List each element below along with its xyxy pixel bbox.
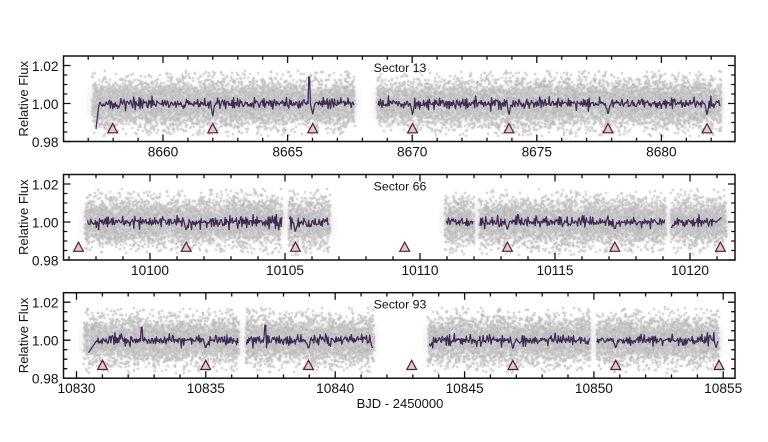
svg-text:10110: 10110	[401, 263, 438, 278]
svg-text:8675: 8675	[522, 144, 553, 159]
svg-text:10105: 10105	[266, 263, 304, 278]
svg-text:BJD - 2450000: BJD - 2450000	[357, 396, 444, 411]
svg-text:1.02: 1.02	[32, 178, 59, 193]
svg-text:1.02: 1.02	[32, 296, 59, 311]
svg-text:0.98: 0.98	[32, 372, 59, 387]
svg-text:10100: 10100	[131, 263, 169, 278]
svg-text:1.00: 1.00	[32, 334, 59, 349]
svg-text:8665: 8665	[272, 144, 303, 159]
svg-text:1.00: 1.00	[32, 97, 59, 112]
svg-text:10120: 10120	[671, 263, 709, 278]
svg-text:10840: 10840	[316, 381, 354, 396]
svg-text:Sector 13: Sector 13	[374, 61, 427, 75]
svg-text:Sector 66: Sector 66	[374, 180, 427, 194]
svg-text:10850: 10850	[575, 381, 613, 396]
svg-text:1.02: 1.02	[32, 59, 59, 74]
svg-text:10830: 10830	[57, 381, 95, 396]
svg-text:Sector 93: Sector 93	[374, 298, 427, 312]
svg-text:Relative Flux: Relative Flux	[16, 297, 31, 373]
svg-text:Relative Flux: Relative Flux	[16, 61, 31, 137]
svg-text:10835: 10835	[187, 381, 225, 396]
svg-text:10845: 10845	[446, 381, 484, 396]
svg-text:8660: 8660	[148, 144, 179, 159]
svg-text:1.00: 1.00	[32, 216, 59, 231]
svg-text:0.98: 0.98	[32, 254, 59, 269]
svg-text:8680: 8680	[646, 144, 677, 159]
svg-text:10115: 10115	[536, 263, 573, 278]
svg-text:0.98: 0.98	[32, 135, 59, 150]
svg-text:Relative Flux: Relative Flux	[16, 179, 31, 255]
svg-text:10855: 10855	[704, 381, 742, 396]
svg-text:8670: 8670	[397, 144, 428, 159]
